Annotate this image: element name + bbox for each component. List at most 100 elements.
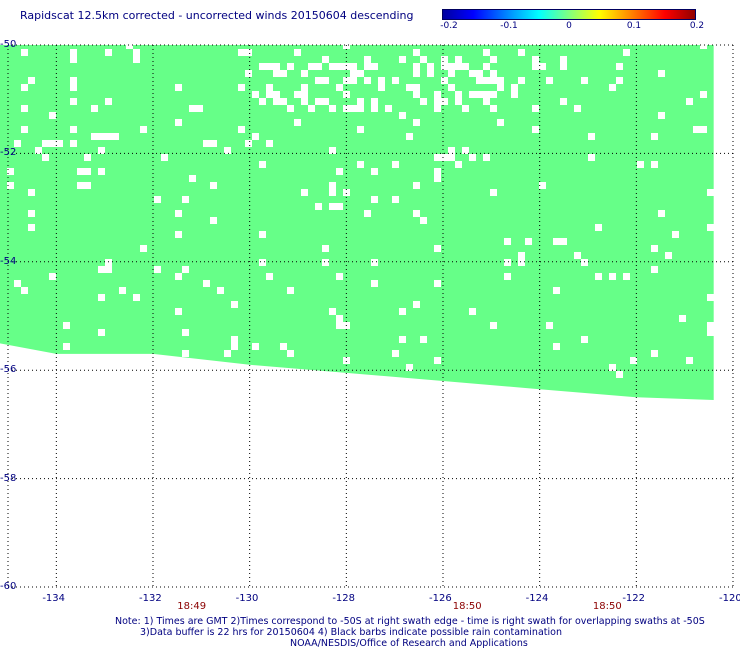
missing-cell: [70, 140, 77, 147]
missing-cell: [427, 70, 434, 77]
missing-cell: [686, 357, 693, 364]
missing-cell: [399, 112, 406, 119]
missing-cell: [273, 70, 280, 77]
missing-cell: [462, 63, 469, 70]
missing-cell: [140, 245, 147, 252]
missing-cell: [413, 210, 420, 217]
missing-cell: [364, 77, 371, 84]
missing-cell: [707, 322, 714, 329]
missing-cell: [322, 56, 329, 63]
missing-cell: [448, 147, 455, 154]
missing-cell: [315, 98, 322, 105]
missing-cell: [273, 63, 280, 70]
missing-cell: [287, 350, 294, 357]
missing-cell: [154, 196, 161, 203]
missing-cell: [371, 196, 378, 203]
missing-cell: [175, 308, 182, 315]
missing-cell: [301, 91, 308, 98]
missing-cell: [315, 203, 322, 210]
missing-cell: [553, 343, 560, 350]
missing-cell: [105, 133, 112, 140]
missing-cell: [504, 238, 511, 245]
missing-cell: [469, 91, 476, 98]
missing-cell: [490, 322, 497, 329]
missing-cell: [434, 105, 441, 112]
missing-cell: [224, 350, 231, 357]
missing-cell: [224, 147, 231, 154]
missing-cell: [98, 168, 105, 175]
missing-cell: [287, 287, 294, 294]
missing-cell: [245, 70, 252, 77]
missing-cell: [707, 224, 714, 231]
missing-cell: [497, 119, 504, 126]
longitude-tick-label: -128: [332, 593, 356, 604]
missing-cell: [238, 126, 245, 133]
missing-cell: [441, 56, 448, 63]
missing-cell: [539, 63, 546, 70]
missing-cell: [371, 98, 378, 105]
missing-cell: [595, 273, 602, 280]
missing-cell: [119, 287, 126, 294]
missing-cell: [441, 63, 448, 70]
missing-cell: [98, 294, 105, 301]
missing-cell: [560, 56, 567, 63]
missing-cell: [511, 84, 518, 91]
missing-cell: [21, 126, 28, 133]
missing-cell: [259, 161, 266, 168]
missing-cell: [252, 343, 259, 350]
missing-cell: [623, 273, 630, 280]
colorbar-label: -0.2: [440, 21, 458, 31]
missing-cell: [343, 91, 350, 98]
missing-cell: [707, 189, 714, 196]
missing-cell: [546, 77, 553, 84]
missing-cell: [413, 91, 420, 98]
missing-cell: [700, 126, 707, 133]
missing-cell: [329, 63, 336, 70]
missing-cell: [133, 56, 140, 63]
missing-cell: [336, 322, 343, 329]
missing-cell: [308, 63, 315, 70]
missing-cell: [175, 119, 182, 126]
missing-cell: [217, 287, 224, 294]
missing-cell: [651, 245, 658, 252]
missing-cell: [595, 224, 602, 231]
missing-cell: [336, 315, 343, 322]
missing-cell: [392, 350, 399, 357]
missing-cell: [455, 63, 462, 70]
missing-cell: [14, 140, 21, 147]
missing-cell: [350, 105, 357, 112]
latitude-tick-label: -56: [0, 364, 17, 376]
missing-cell: [434, 245, 441, 252]
missing-cell: [238, 84, 245, 91]
missing-cell: [175, 210, 182, 217]
missing-cell: [126, 42, 133, 49]
missing-cell: [434, 280, 441, 287]
longitude-tick-label: -134: [42, 593, 66, 604]
missing-cell: [98, 133, 105, 140]
missing-cell: [441, 154, 448, 161]
missing-cell: [679, 315, 686, 322]
missing-cell: [329, 105, 336, 112]
missing-cell: [413, 70, 420, 77]
missing-cell: [98, 266, 105, 273]
missing-cell: [434, 168, 441, 175]
missing-cell: [133, 49, 140, 56]
missing-cell: [329, 308, 336, 315]
missing-cell: [420, 217, 427, 224]
missing-cell: [280, 343, 287, 350]
missing-cell: [182, 196, 189, 203]
missing-cell: [497, 84, 504, 91]
missing-cell: [518, 259, 525, 266]
missing-cell: [497, 77, 504, 84]
missing-cell: [14, 280, 21, 287]
missing-cell: [28, 189, 35, 196]
missing-cell: [490, 70, 497, 77]
missing-cell: [336, 203, 343, 210]
swath-time-label: 18:50: [452, 601, 482, 612]
missing-cell: [434, 91, 441, 98]
missing-cell: [532, 56, 539, 63]
missing-cell: [420, 56, 427, 63]
missing-cell: [21, 105, 28, 112]
missing-cell: [490, 77, 497, 84]
chart-title: Rapidscat 12.5km corrected - uncorrected…: [20, 9, 414, 22]
